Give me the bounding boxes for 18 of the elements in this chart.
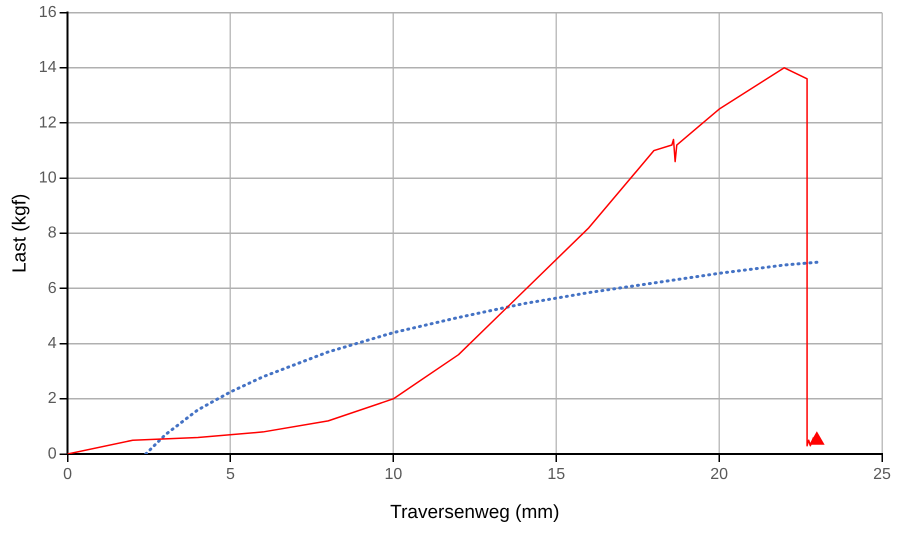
x-tick-label: 20 bbox=[710, 466, 728, 484]
x-tick-label: 15 bbox=[547, 466, 566, 484]
x-tick-label: 0 bbox=[63, 466, 72, 484]
x-tick-label: 5 bbox=[226, 466, 236, 484]
y-tick-label: 12 bbox=[38, 114, 57, 132]
y-tick-label: 10 bbox=[38, 170, 57, 187]
x-axis-title: Traversenweg (mm) bbox=[390, 502, 560, 523]
x-tick-label: 25 bbox=[873, 466, 891, 484]
y-tick-label: 8 bbox=[48, 224, 57, 242]
x-tick-label: 10 bbox=[384, 466, 402, 484]
y-tick-label: 16 bbox=[38, 4, 57, 22]
y-tick-label: 2 bbox=[48, 390, 57, 408]
line-series bbox=[144, 260, 818, 454]
y-tick-label: 6 bbox=[48, 280, 57, 297]
y-axis-title: Last (kgf) bbox=[10, 194, 31, 273]
y-tick-label: 14 bbox=[38, 59, 57, 76]
y-tick-label: 0 bbox=[48, 445, 57, 462]
y-tick-label: 4 bbox=[48, 335, 57, 352]
